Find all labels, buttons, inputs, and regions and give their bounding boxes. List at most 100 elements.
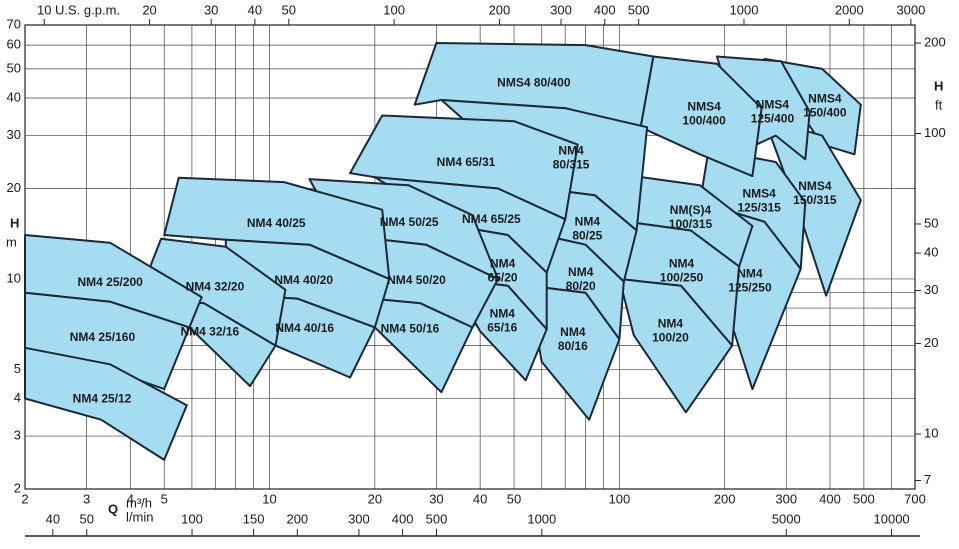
region-label: 65/16 — [487, 320, 517, 334]
y2-tick-label: 10 — [924, 425, 938, 440]
bottom2-tick-label: 5000 — [772, 511, 801, 526]
region-label: NM4 25/12 — [73, 391, 132, 405]
y-tick-label: 5 — [14, 361, 21, 376]
region-label: NMS4 — [798, 179, 832, 193]
region-label: NM4 — [658, 317, 684, 331]
region-label: NM4 25/200 — [77, 275, 143, 289]
x-tick-label: 4 — [127, 491, 134, 506]
region-label: NM4 — [490, 306, 516, 320]
region-label: NM4 — [737, 267, 763, 281]
x-axis-label: Q — [108, 501, 118, 516]
x-tick-label: 30 — [429, 491, 443, 506]
region-label: 100/400 — [682, 113, 726, 127]
region-label: 80/25 — [572, 228, 602, 242]
pump-region — [24, 346, 188, 461]
y2-tick-label: 200 — [924, 35, 946, 50]
x-tick-label: 400 — [819, 491, 841, 506]
y-tick-label: 40 — [7, 89, 21, 104]
region-label: NM4 40/20 — [274, 273, 333, 287]
x-tick-label: 100 — [609, 491, 631, 506]
region-label: 150/400 — [803, 105, 847, 119]
bottom2-tick-label: 10000 — [874, 511, 910, 526]
y2-tick-label: 20 — [924, 335, 938, 350]
bottom2-tick-label: 40 — [46, 511, 60, 526]
region-label: 100/250 — [660, 271, 704, 285]
bottom2-tick-label: 150 — [243, 511, 265, 526]
bottom2-tick-label: 100 — [181, 511, 203, 526]
bottom2-tick-label: 200 — [286, 511, 308, 526]
y2-tick-label: 100 — [924, 125, 946, 140]
y-axis-label: H — [10, 215, 19, 230]
top-axis-label: U.S. g.p.m. — [55, 2, 120, 17]
bottom2-tick-label: 500 — [426, 511, 448, 526]
top-tick-label: 50 — [282, 2, 296, 17]
y2-axis-unit: ft — [935, 97, 943, 112]
x-tick-label: 700 — [904, 491, 926, 506]
x-tick-label: 50 — [507, 491, 521, 506]
x-tick-label: 40 — [473, 491, 487, 506]
region-label: NM(S)4 — [670, 203, 712, 217]
region-label: 125/250 — [728, 281, 772, 295]
top-tick-label: 3000 — [896, 2, 925, 17]
y-tick-label: 3 — [14, 428, 21, 443]
y2-tick-label: 7 — [924, 472, 931, 487]
x-tick-label: 2 — [21, 491, 28, 506]
region-label: 125/400 — [751, 111, 795, 125]
region-label: NMS4 — [756, 97, 790, 111]
region-label: NM4 50/20 — [387, 273, 446, 287]
region-label: 150/315 — [793, 193, 837, 207]
y-tick-label: 60 — [7, 37, 21, 52]
x-tick-label: 10 — [262, 491, 276, 506]
y2-axis-label: H — [934, 78, 943, 93]
y-tick-label: 20 — [7, 180, 21, 195]
region-label: NM4 — [669, 257, 695, 271]
bottom2-tick-label: 300 — [348, 511, 370, 526]
region-label: NM4 — [575, 214, 601, 228]
x-tick-label: 5 — [161, 491, 168, 506]
region-label: 100/315 — [669, 217, 713, 231]
region-label: 100/20 — [652, 331, 689, 345]
bottom2-tick-label: 1000 — [527, 511, 556, 526]
y-tick-label: 10 — [7, 270, 21, 285]
region-label: NM4 — [558, 143, 584, 157]
region-label: NM4 40/16 — [275, 321, 334, 335]
top-tick-label: 300 — [550, 2, 572, 17]
top-tick-label: 1000 — [730, 2, 759, 17]
x-axis-unit: m³/h — [126, 495, 152, 510]
y2-tick-label: 50 — [924, 215, 938, 230]
region-label: NMS4 — [742, 186, 776, 200]
region-label: 80/16 — [558, 339, 588, 353]
y2-tick-label: 30 — [924, 282, 938, 297]
pump-region — [618, 278, 734, 414]
region-label: 125/315 — [737, 200, 781, 214]
x-tick-label: 500 — [853, 491, 875, 506]
region-label: NM4 25/160 — [70, 330, 136, 344]
bottom2-tick-label: 400 — [392, 511, 414, 526]
top-tick-label: 200 — [489, 2, 511, 17]
top-tick-label: 10 — [37, 2, 51, 17]
region-label: NM4 32/20 — [186, 279, 245, 293]
bottom2-tick-label: 50 — [80, 511, 94, 526]
x2-axis-unit: l/min — [126, 509, 153, 524]
region-label: NMS4 80/400 — [497, 76, 571, 90]
region-label: NM4 40/25 — [247, 216, 306, 230]
y-tick-label: 4 — [14, 390, 21, 405]
top-tick-label: 500 — [628, 2, 650, 17]
x-tick-label: 3 — [83, 491, 90, 506]
y-tick-label: 50 — [7, 60, 21, 75]
region-label: NM4 65/25 — [462, 212, 521, 226]
region-label: NM4 65/31 — [437, 155, 496, 169]
region-label: NMS4 — [687, 99, 721, 113]
top-tick-label: 100 — [383, 2, 405, 17]
region-label: NM4 32/16 — [181, 324, 240, 338]
y-tick-label: 2 — [14, 480, 21, 495]
region-label: NM4 — [490, 256, 516, 270]
x-tick-label: 300 — [775, 491, 797, 506]
region-label: NM4 50/16 — [381, 321, 440, 335]
top-tick-label: 40 — [248, 2, 262, 17]
y-tick-label: 30 — [7, 127, 21, 142]
region-labels: NMS4150/400NMS4150/315NMS4125/400NMS4125… — [70, 76, 847, 406]
region-label: NM4 — [560, 325, 586, 339]
y2-tick-label: 40 — [924, 245, 938, 260]
